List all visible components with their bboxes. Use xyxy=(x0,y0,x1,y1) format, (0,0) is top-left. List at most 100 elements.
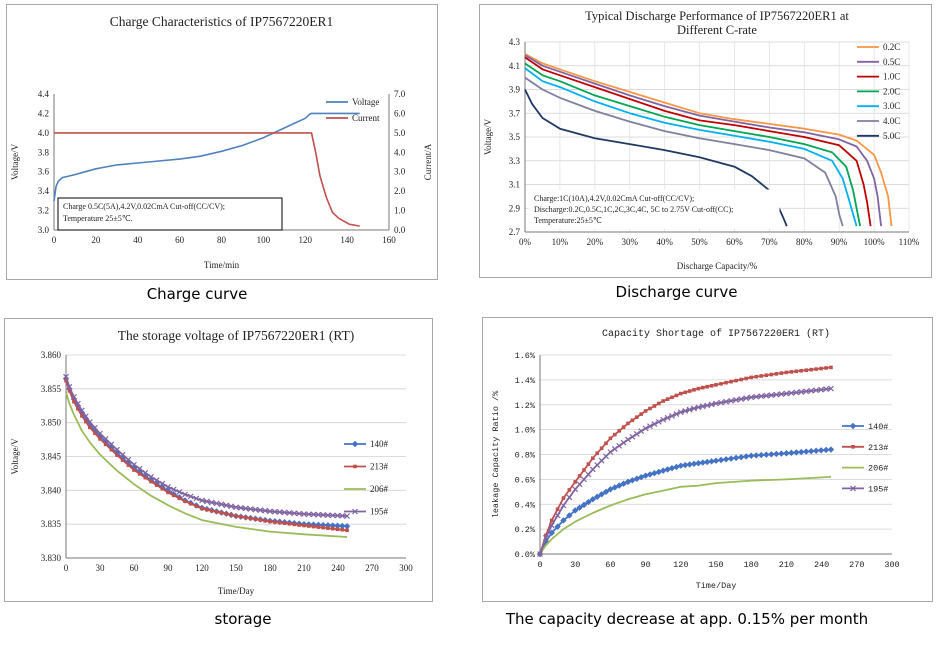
storage-point-195 xyxy=(325,512,331,519)
storage-point-195 xyxy=(82,413,89,420)
capacity-point-213 xyxy=(679,391,683,396)
capacity-x-tick: 90 xyxy=(640,560,650,570)
discharge-series-30C-line xyxy=(524,67,858,227)
capacity-legend-label: 206# xyxy=(868,464,888,474)
storage-point-213 xyxy=(306,524,311,528)
charge-series-Current-line xyxy=(54,132,360,227)
capacity-point-195 xyxy=(651,421,658,427)
capacity-point-195 xyxy=(813,387,820,394)
storage-point-213 xyxy=(297,523,301,527)
storage-point-213 xyxy=(311,524,316,529)
storage-y-tick: 3.845 xyxy=(41,452,62,462)
storage-point-195 xyxy=(228,503,235,510)
capacity-point-140 xyxy=(717,456,725,464)
capacity-point-195 xyxy=(718,399,724,406)
storage-title: The storage voltage of IP7567220ER1 (RT) xyxy=(118,328,355,343)
storage-point-195 xyxy=(102,435,109,442)
capacity-point-195 xyxy=(598,457,605,464)
capacity-point-195 xyxy=(728,397,735,404)
storage-point-213 xyxy=(340,527,345,532)
capacity-point-195 xyxy=(748,394,755,401)
discharge-series-02C-line xyxy=(524,53,893,227)
discharge-note-box xyxy=(528,189,780,229)
capacity-point-195 xyxy=(695,404,702,411)
capacity-point-213 xyxy=(687,389,692,393)
capacity-point-195 xyxy=(548,522,555,529)
storage-caption: storage xyxy=(214,610,272,628)
capacity-point-195 xyxy=(576,481,583,488)
capacity-point-195 xyxy=(673,411,680,418)
charge-y-tick: 3.8 xyxy=(38,147,50,157)
storage-y-tick: 3.855 xyxy=(41,384,62,394)
storage-point-195 xyxy=(218,501,225,508)
capacity-point-140 xyxy=(732,454,740,462)
storage-legend-label: 206# xyxy=(370,484,389,494)
storage-point-195 xyxy=(223,502,230,509)
capacity-point-213 xyxy=(643,409,648,413)
discharge-y-tick: 3.7 xyxy=(509,108,521,118)
capacity-point-213 xyxy=(829,365,833,370)
storage-point-213 xyxy=(239,515,243,519)
capacity-point-195 xyxy=(783,390,790,397)
storage-point-195 xyxy=(213,500,220,507)
capacity-point-213 xyxy=(621,425,626,429)
storage-point-213 xyxy=(166,490,170,495)
discharge-chart: Typical Discharge Performance of IP75672… xyxy=(479,4,932,278)
capacity-caption: The capacity decrease at app. 0.15% per … xyxy=(505,610,869,628)
capacity-point-213 xyxy=(799,368,804,373)
storage-point-195 xyxy=(301,511,307,517)
capacity-point-195 xyxy=(686,406,693,413)
capacity-point-213 xyxy=(692,388,696,392)
capacity-point-195 xyxy=(713,400,719,407)
storage-point-213 xyxy=(302,523,306,528)
capacity-point-195 xyxy=(708,401,715,408)
storage-point-213 xyxy=(287,521,292,526)
capacity-point-195 xyxy=(660,416,667,423)
charge-y2-label: Current/A xyxy=(423,143,433,180)
capacity-point-213 xyxy=(696,386,701,391)
capacity-point-195 xyxy=(625,436,631,443)
capacity-point-195 xyxy=(589,466,596,473)
capacity-point-195 xyxy=(778,391,785,398)
capacity-point-195 xyxy=(629,433,636,440)
capacity-point-213 xyxy=(561,496,566,500)
capacity-point-213 xyxy=(599,446,604,451)
capacity-point-195 xyxy=(773,391,780,398)
charge-y-tick: 4.0 xyxy=(38,128,50,138)
capacity-point-195 xyxy=(603,453,609,460)
capacity-point-213 xyxy=(814,367,818,371)
capacity-point-195 xyxy=(723,398,729,405)
capacity-point-140 xyxy=(602,488,610,496)
storage-chart-panel: The storage voltage of IP7567220ER1 (RT)… xyxy=(4,318,433,602)
capacity-x-tick: 270 xyxy=(849,560,864,570)
capacity-point-213 xyxy=(764,373,769,378)
storage-point-195 xyxy=(252,506,259,513)
storage-point-213 xyxy=(253,517,258,521)
capacity-point-213 xyxy=(577,474,582,478)
capacity-y-label: leakage Capacity Ratio /% xyxy=(491,390,501,518)
capacity-point-140 xyxy=(822,446,830,454)
discharge-legend-label: 5.0C xyxy=(883,131,900,141)
storage-point-213 xyxy=(76,406,80,411)
storage-point-195 xyxy=(242,505,249,512)
capacity-point-195 xyxy=(607,449,614,455)
discharge-legend-label: 0.2C xyxy=(883,42,900,52)
storage-point-213 xyxy=(345,528,349,533)
discharge-x-tick: 80% xyxy=(796,237,813,247)
storage-point-213 xyxy=(115,453,119,457)
capacity-point-213 xyxy=(819,366,823,371)
capacity-point-213 xyxy=(824,366,828,370)
storage-point-213 xyxy=(224,512,229,516)
capacity-point-140 xyxy=(783,450,790,457)
capacity-point-195 xyxy=(793,389,800,396)
capacity-point-195 xyxy=(594,462,601,468)
storage-x-tick: 180 xyxy=(263,563,277,573)
capacity-point-213 xyxy=(709,383,714,388)
capacity-point-213 xyxy=(630,418,635,423)
storage-point-195 xyxy=(74,400,81,407)
capacity-point-195 xyxy=(753,393,760,400)
charge-x-tick: 120 xyxy=(299,235,313,245)
discharge-note-line: Discharge:0.2C,0.5C,1C,2C,3C,4C, 5C to 2… xyxy=(534,205,733,214)
storage-point-195 xyxy=(176,488,183,495)
capacity-y-tick: 0.6% xyxy=(515,475,536,485)
